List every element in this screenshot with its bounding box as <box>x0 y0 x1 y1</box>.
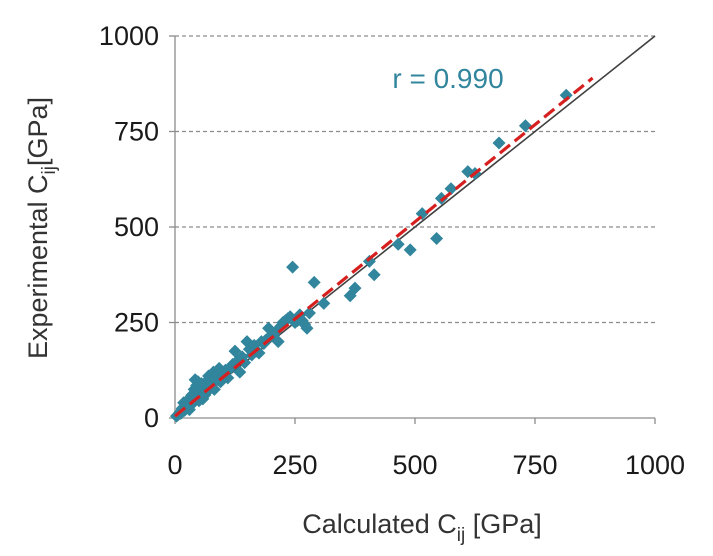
y-tick-label: 250 <box>114 308 159 338</box>
data-point <box>348 281 362 295</box>
x-axis-title-unit: [GPa] <box>465 509 542 539</box>
data-point <box>307 275 321 289</box>
y-tick-label: 750 <box>114 117 159 147</box>
x-tick-label: 750 <box>512 450 557 480</box>
data-point <box>518 119 532 133</box>
correlation-annotation: r = 0.990 <box>392 63 503 94</box>
x-tick-label: 500 <box>392 450 437 480</box>
data-point <box>233 365 247 379</box>
y-tick-label: 1000 <box>99 21 159 51</box>
y-tick-label: 0 <box>144 403 159 433</box>
y-axis-title: Experimental Cij[GPa] <box>23 97 60 359</box>
y-tick-label: 500 <box>114 212 159 242</box>
x-axis-title-main: Calculated C <box>302 509 457 539</box>
data-point <box>271 335 285 349</box>
data-point <box>403 243 417 257</box>
x-tick-label: 1000 <box>625 450 685 480</box>
x-tick-label: 0 <box>167 450 182 480</box>
data-point <box>434 191 448 205</box>
data-point <box>302 306 316 320</box>
data-point <box>444 182 458 196</box>
data-point <box>286 260 300 274</box>
tick-labels: 0 250 500 750 1000 0 250 500 750 1000 <box>99 21 685 480</box>
data-point <box>492 136 506 150</box>
data-point <box>238 356 252 370</box>
gridlines <box>175 35 655 324</box>
data-point <box>317 296 331 310</box>
y-axis-title-subscript: ij <box>39 166 60 174</box>
data-point <box>430 231 444 245</box>
fit-line <box>173 76 594 418</box>
x-axis-title-subscript: ij <box>457 525 465 546</box>
x-tick-label: 250 <box>272 450 317 480</box>
axes <box>169 35 656 424</box>
data-point <box>391 237 405 251</box>
x-axis-title: Calculated Cij [GPa] <box>302 509 542 546</box>
data-point <box>247 338 261 352</box>
y-axis-title-main: Experimental C <box>23 174 53 359</box>
data-point <box>300 321 314 335</box>
data-point <box>367 268 381 282</box>
y-axis-title-unit: [GPa] <box>23 97 53 166</box>
